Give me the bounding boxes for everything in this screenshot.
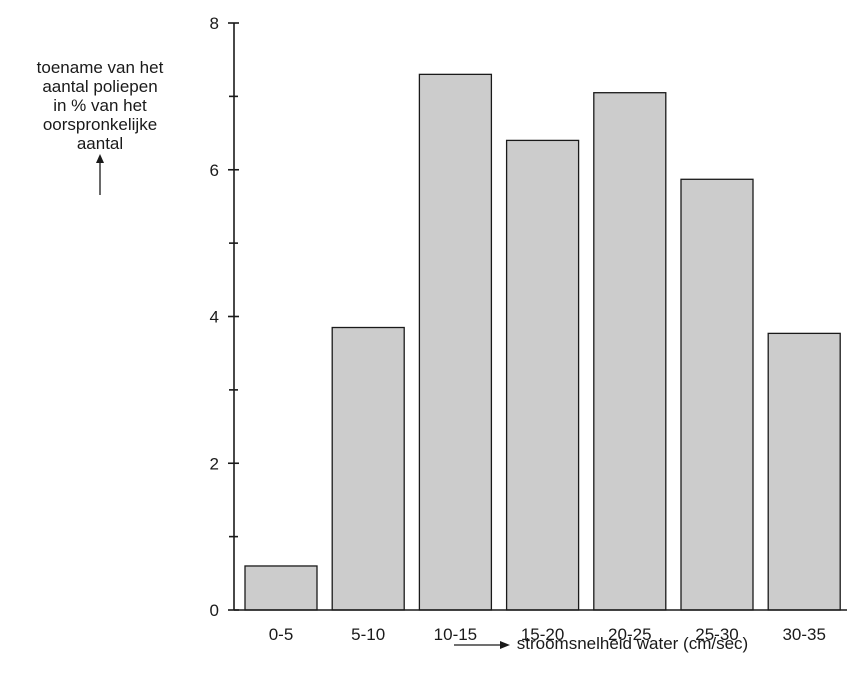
bar <box>331 326 405 611</box>
bar <box>505 139 580 611</box>
up-arrow-icon <box>96 154 104 195</box>
bars <box>244 73 841 611</box>
x-tick-label: 25-30 <box>695 625 738 644</box>
y-tick-label: 2 <box>210 454 219 473</box>
x-axis-title: stroomsnelheid water (cm/sec) <box>516 634 749 653</box>
y-tick-label: 0 <box>210 601 219 620</box>
bar <box>244 565 318 611</box>
bar <box>767 332 841 611</box>
y-axis-label-line: in % van het <box>53 96 147 115</box>
x-tick-label: 5-10 <box>351 625 385 644</box>
x-tick-label: 0-5 <box>269 625 294 644</box>
x-tick-label: 10-15 <box>434 625 477 644</box>
y-axis-label: toename van het aantal poliepen in % van… <box>0 58 200 197</box>
x-tick-label: 15-20 <box>521 625 564 644</box>
x-tick-label: 20-25 <box>608 625 651 644</box>
y-axis-label-line: aantal <box>76 134 124 153</box>
bar <box>593 92 667 611</box>
y-tick-label: 8 <box>210 14 219 33</box>
x-axis-label: stroomsnelheid water (cm/sec) <box>452 634 748 654</box>
y-axis-label-line: toename van het <box>36 58 164 77</box>
y-axis-label-line: aantal poliepen <box>42 77 158 96</box>
right-arrow-icon <box>454 640 510 649</box>
x-tick-label: 30-35 <box>782 625 825 644</box>
y-tick-label: 6 <box>210 161 219 180</box>
axes: 0-5 5-10 10-15 15-20 20-25 25-30 30-35 0 2 4 6 8 <box>210 14 847 644</box>
bar <box>680 178 754 611</box>
y-axis-label-line: oorspronkelijke <box>42 115 158 134</box>
y-tick-label: 4 <box>210 308 219 327</box>
bar <box>418 73 493 611</box>
